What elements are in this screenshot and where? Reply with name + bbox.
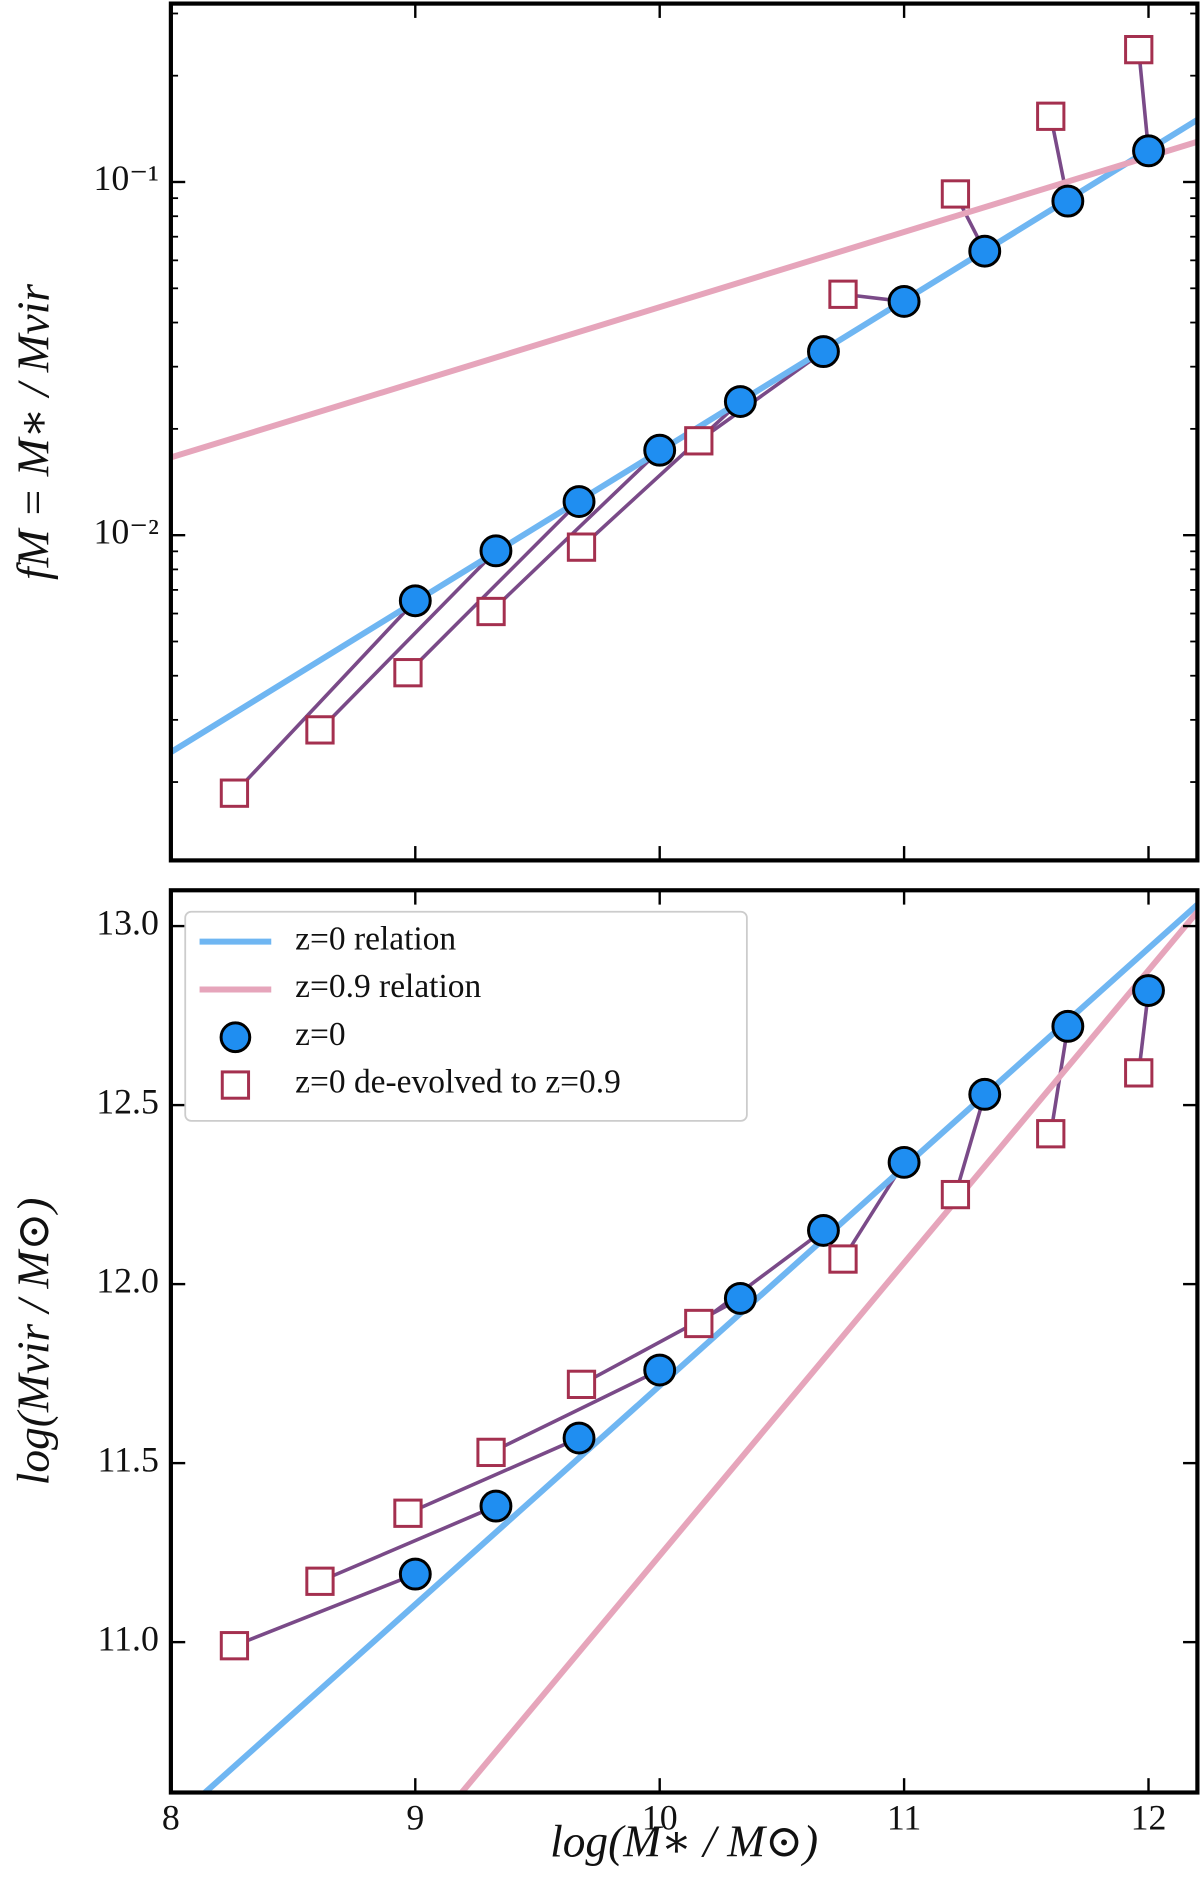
legend-swatch bbox=[220, 1070, 251, 1100]
y-axis-label: fM = M∗ / Mvir bbox=[9, 284, 59, 580]
point-deevolved bbox=[684, 1308, 714, 1339]
legend-label: z=0 relation bbox=[295, 920, 456, 957]
x-tick-label: 11 bbox=[887, 1797, 922, 1837]
y-tick-label: 13.0 bbox=[96, 902, 159, 942]
frame bbox=[168, 888, 1200, 1795]
legend-swatch bbox=[219, 1021, 252, 1054]
point-deevolved bbox=[305, 1566, 335, 1596]
point-z0 bbox=[643, 1353, 677, 1387]
point-z0 bbox=[398, 584, 432, 618]
point-deevolved bbox=[1124, 35, 1154, 65]
evolution-track bbox=[953, 1093, 987, 1196]
point-z0 bbox=[723, 1281, 757, 1315]
point-z0 bbox=[887, 1145, 921, 1179]
evolution-track bbox=[407, 1436, 580, 1515]
evolution-track bbox=[697, 1228, 825, 1325]
point-z0 bbox=[968, 1077, 1002, 1111]
x-tick-label: 12 bbox=[1131, 1797, 1167, 1837]
point-z0 bbox=[1132, 134, 1165, 168]
evolution-track bbox=[1136, 49, 1151, 152]
evolution-track bbox=[233, 1572, 416, 1648]
frame bbox=[168, 1, 1200, 863]
point-deevolved bbox=[1036, 101, 1066, 131]
point-deevolved bbox=[566, 1369, 597, 1399]
y-tick-label: 11.0 bbox=[98, 1618, 159, 1658]
relation-line bbox=[459, 909, 1198, 1793]
point-deevolved bbox=[219, 1631, 250, 1661]
point-z0 bbox=[807, 335, 840, 369]
relation-line bbox=[170, 117, 1198, 755]
point-z0 bbox=[562, 1421, 596, 1455]
point-z0 bbox=[723, 385, 757, 418]
evolution-track bbox=[318, 549, 498, 732]
x-tick-label: 8 bbox=[162, 1797, 180, 1837]
relation-line bbox=[170, 138, 1198, 461]
y-tick-label: 12.5 bbox=[96, 1081, 159, 1121]
legend-label: z=0.9 relation bbox=[295, 968, 481, 1005]
point-deevolved bbox=[828, 279, 858, 309]
legend-label: z=0 bbox=[295, 1016, 345, 1053]
point-z0 bbox=[1051, 184, 1085, 218]
point-deevolved bbox=[1124, 1058, 1154, 1088]
point-deevolved bbox=[219, 778, 250, 808]
point-z0 bbox=[1051, 1009, 1085, 1043]
evolution-track bbox=[233, 599, 417, 795]
legend-box bbox=[184, 910, 748, 1122]
evolution-track bbox=[406, 500, 581, 674]
y-tick-label: 11.5 bbox=[98, 1439, 159, 1479]
plot-area bbox=[203, 902, 1198, 1793]
relation-line bbox=[203, 902, 1198, 1793]
point-deevolved bbox=[940, 179, 971, 209]
y-tick-label: 12.0 bbox=[96, 1260, 159, 1300]
point-z0 bbox=[643, 433, 677, 467]
point-z0 bbox=[807, 1213, 840, 1247]
point-deevolved bbox=[684, 426, 714, 456]
x-axis-label: log(M∗ / M⊙) bbox=[550, 1817, 818, 1867]
panel: 10⁻² 10⁻¹ fM = M∗ / Mvir bbox=[9, 1, 1200, 863]
point-z0 bbox=[479, 534, 513, 568]
point-z0 bbox=[562, 485, 596, 518]
legend-label: z=0 de-evolved to z=0.9 bbox=[295, 1064, 621, 1101]
evolution-track bbox=[319, 1504, 497, 1583]
evolution-track bbox=[580, 400, 742, 549]
point-deevolved bbox=[1036, 1119, 1066, 1149]
evolution-track bbox=[490, 1368, 661, 1454]
figure-body: 10⁻² 10⁻¹ fM = M∗ / Mvir 8 9 10 11 12 11.0 11.5 12… bbox=[9, 1, 1200, 1867]
point-deevolved bbox=[566, 532, 597, 562]
y-tick-label: 10⁻¹ bbox=[93, 158, 158, 198]
panel: 8 9 10 11 12 11.0 11.5 12.0 12.5 13.0 log(Mvir / M… bbox=[9, 888, 1200, 1867]
point-z0 bbox=[1132, 974, 1165, 1007]
point-deevolved bbox=[305, 715, 335, 745]
point-z0 bbox=[479, 1489, 513, 1523]
point-deevolved bbox=[476, 1437, 506, 1468]
point-deevolved bbox=[828, 1244, 858, 1274]
plot-area bbox=[170, 35, 1198, 808]
point-deevolved bbox=[476, 596, 506, 627]
point-z0 bbox=[968, 234, 1002, 268]
point-deevolved bbox=[393, 1498, 423, 1528]
point-deevolved bbox=[393, 658, 423, 688]
y-axis-label: log(Mvir / M⊙) bbox=[9, 1198, 59, 1486]
point-z0 bbox=[398, 1557, 432, 1591]
point-z0 bbox=[887, 285, 921, 318]
x-tick-label: 9 bbox=[406, 1797, 424, 1837]
point-deevolved bbox=[940, 1179, 971, 1210]
x-tick-label: 10 bbox=[642, 1797, 678, 1837]
evolution-track bbox=[489, 448, 661, 613]
y-tick-label: 10⁻² bbox=[93, 511, 158, 551]
